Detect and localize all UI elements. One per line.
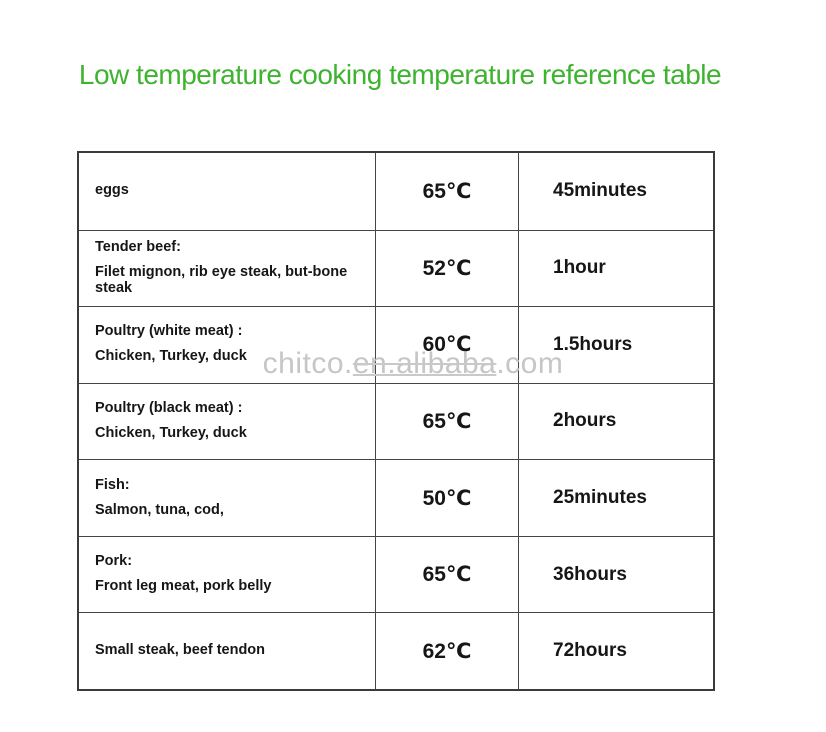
time-cell: 1.5hours xyxy=(553,333,633,355)
time-cell: 36hours xyxy=(553,563,627,585)
temperature-cell: 52℃ xyxy=(376,230,519,307)
food-cell: Poultry (white meat) : Chicken, Turkey, … xyxy=(79,307,376,383)
temperature-cell: 62℃ xyxy=(376,613,519,689)
cooking-reference-table: eggs 65℃ 45minutes Tender beef: Filet mi… xyxy=(77,151,715,691)
food-cell: eggs xyxy=(79,153,376,230)
food-name-line: Tender beef: xyxy=(95,238,181,255)
temperature-cell: 65℃ xyxy=(376,536,519,613)
food-name-line: Pork: xyxy=(95,553,133,570)
food-detail-line: Chicken, Turkey, duck xyxy=(95,348,247,365)
food-detail-line: Filet mignon, rib eye steak, but-bone st… xyxy=(95,263,348,296)
table-row: Fish: Salmon, tuna, cod, 50℃ 25minutes xyxy=(79,459,713,536)
time-cell: 2hours xyxy=(553,410,617,432)
table-row: Tender beef: Filet mignon, rib eye steak… xyxy=(79,229,713,307)
table-row: Poultry (white meat) : Chicken, Turkey, … xyxy=(79,306,713,383)
food-cell: Small steak, beef tendon xyxy=(79,613,376,689)
time-cell: 72hours xyxy=(553,640,627,662)
time-cell: 25minutes xyxy=(553,487,647,509)
food-detail-line: Chicken, Turkey, duck xyxy=(95,424,247,441)
food-name-line: Small steak, beef tendon xyxy=(95,642,266,659)
temperature-cell: 65℃ xyxy=(376,153,519,230)
time-cell: 45minutes xyxy=(553,180,647,202)
table-row: Pork: Front leg meat, pork belly 65℃ 36h… xyxy=(79,535,713,613)
food-name-line: eggs xyxy=(95,182,129,199)
food-cell: Pork: Front leg meat, pork belly xyxy=(79,536,376,613)
food-detail-line: Salmon, tuna, cod, xyxy=(95,501,224,518)
table-row: eggs 65℃ 45minutes xyxy=(79,153,713,230)
table-row: Poultry (black meat) : Chicken, Turkey, … xyxy=(79,382,713,460)
temperature-cell: 65℃ xyxy=(376,383,519,460)
temperature-cell: 60℃ xyxy=(376,307,519,383)
food-detail-line: Front leg meat, pork belly xyxy=(95,578,272,595)
table-row: Small steak, beef tendon 62℃ 72hours xyxy=(79,612,713,689)
temperature-cell: 50℃ xyxy=(376,460,519,536)
food-name-line: Poultry (black meat) : xyxy=(95,400,243,417)
food-cell: Tender beef: Filet mignon, rib eye steak… xyxy=(79,230,376,307)
food-cell: Fish: Salmon, tuna, cod, xyxy=(79,460,376,536)
time-cell: 1hour xyxy=(553,257,606,279)
page-title: Low temperature cooking temperature refe… xyxy=(78,59,722,90)
food-name-line: Poultry (white meat) : xyxy=(95,323,243,340)
food-cell: Poultry (black meat) : Chicken, Turkey, … xyxy=(79,383,376,460)
food-name-line: Fish: xyxy=(95,476,130,493)
